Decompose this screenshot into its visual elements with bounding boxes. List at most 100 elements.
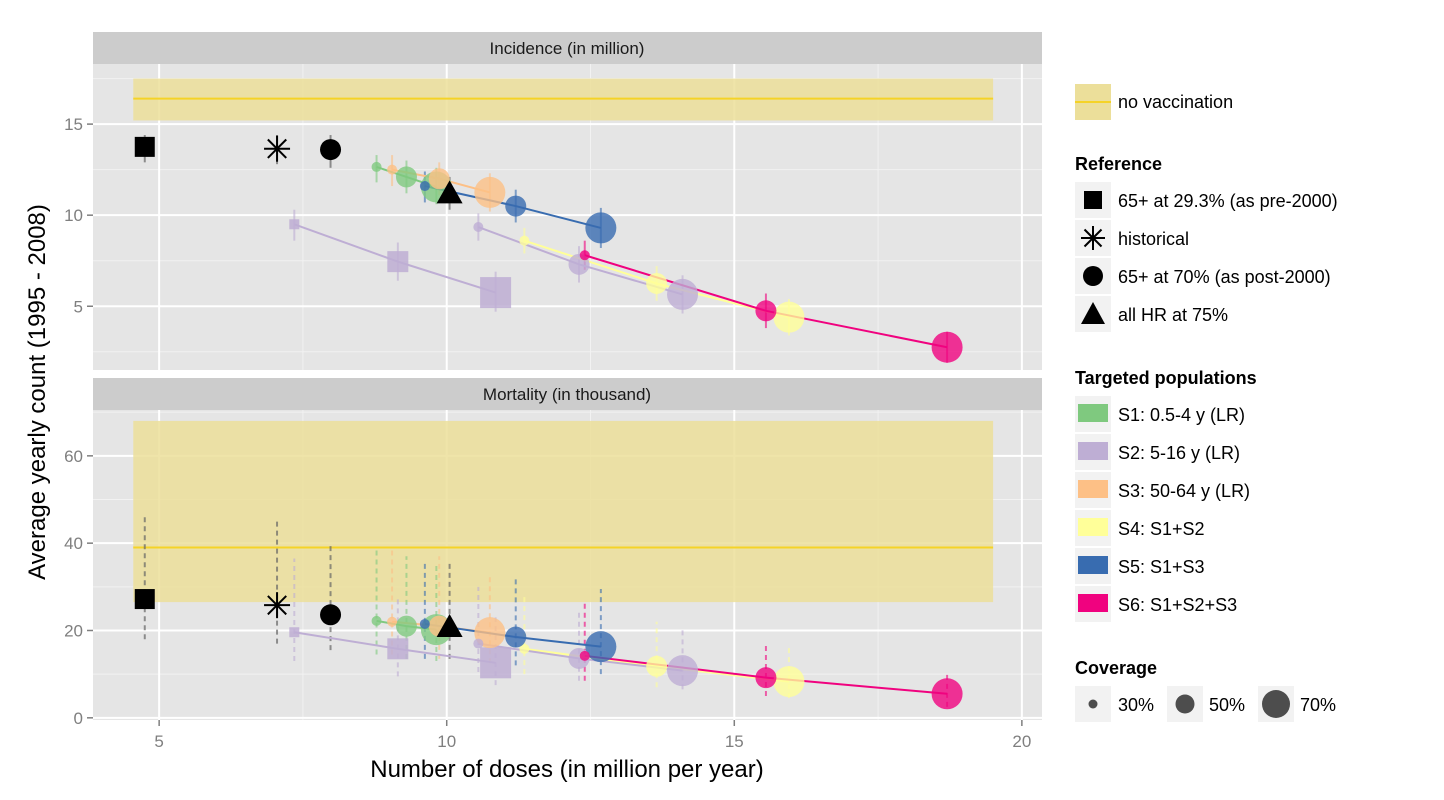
panel-mortality: Mortality (in thousand) 0 20 40 60 xyxy=(64,378,1042,728)
point-s6 xyxy=(579,250,590,261)
x-tick-label: 15 xyxy=(725,732,744,751)
point-s2 xyxy=(387,638,409,660)
point-s2b xyxy=(667,655,699,687)
points-mortality xyxy=(289,614,963,710)
point-s2 xyxy=(289,219,300,230)
point-s2b xyxy=(667,278,699,310)
legend-targeted-s2: S2: 5-16 y (LR) xyxy=(1118,443,1240,463)
legend-swatch-s1 xyxy=(1078,404,1108,422)
triangle-marker-icon xyxy=(1081,302,1105,324)
y-tick-label: 15 xyxy=(64,115,83,134)
coverage-50-dot-icon xyxy=(1175,694,1195,714)
points-incidence xyxy=(289,161,963,363)
legend-no-vaccination-label: no vaccination xyxy=(1118,92,1233,112)
point-s5 xyxy=(585,212,617,244)
reference-historical-marker xyxy=(264,592,291,619)
coverage-30-dot-icon xyxy=(1088,699,1098,709)
point-s6 xyxy=(755,300,777,322)
reference-all-hr-marker xyxy=(436,614,463,637)
reference-post2000-marker xyxy=(320,604,342,626)
point-s3 xyxy=(428,168,450,190)
y-tick-label: 10 xyxy=(64,206,83,225)
legend-swatch-s3 xyxy=(1078,480,1108,498)
asterisk-marker-icon xyxy=(1081,226,1105,250)
no-vaccination-band-mortality xyxy=(133,420,994,603)
legend-targeted-s4: S4: S1+S2 xyxy=(1118,519,1205,539)
point-s4 xyxy=(519,643,530,654)
square-marker-icon xyxy=(1084,191,1102,209)
legend-swatch-s4 xyxy=(1078,518,1108,536)
point-s1 xyxy=(371,161,382,172)
panel-title-mortality: Mortality (in thousand) xyxy=(483,385,651,404)
panel-title-incidence: Incidence (in million) xyxy=(490,39,645,58)
legend-reference-items: 65+ at 29.3% (as pre-2000) historical 65… xyxy=(1075,182,1338,332)
legend-coverage-title: Coverage xyxy=(1075,658,1157,678)
reference-all-hr-marker xyxy=(436,180,463,204)
reference-pre2000-marker xyxy=(134,136,155,157)
reference-post2000-marker xyxy=(320,139,342,161)
x-tick-label: 10 xyxy=(437,732,456,751)
y-tick-label: 5 xyxy=(74,297,83,316)
legend-coverage-30: 30% xyxy=(1118,695,1154,715)
point-s4 xyxy=(646,655,668,677)
panel-incidence: Incidence (in million) 5 10 15 xyxy=(64,32,1042,370)
legend-coverage-items: 30% 50% 70% xyxy=(1075,686,1336,722)
legend-coverage-50: 50% xyxy=(1209,695,1245,715)
legend-reference-title: Reference xyxy=(1075,154,1162,174)
legend-swatch-s6 xyxy=(1078,594,1108,612)
x-tick-label: 20 xyxy=(1012,732,1031,751)
legend-targeted-s5: S5: S1+S3 xyxy=(1118,557,1205,577)
point-s2 xyxy=(480,647,512,679)
coverage-70-dot-icon xyxy=(1262,690,1290,718)
x-axis-title: Number of doses (in million per year) xyxy=(370,756,763,783)
point-s6 xyxy=(931,678,963,710)
point-s5 xyxy=(505,626,527,648)
strip-mortality xyxy=(93,378,1042,410)
point-s2 xyxy=(480,277,512,309)
no-vaccination-band-incidence xyxy=(133,78,994,121)
x-axis: 5 10 15 20 xyxy=(154,720,1031,751)
legend-targeted-items: S1: 0.5-4 y (LR) S2: 5-16 y (LR) S3: 50-… xyxy=(1075,396,1250,622)
reference-points-incidence xyxy=(134,135,463,204)
strip-incidence xyxy=(93,32,1042,64)
point-s4 xyxy=(773,301,805,333)
no-vaccination-band xyxy=(133,420,994,603)
legend-coverage-70: 70% xyxy=(1300,695,1336,715)
point-s3 xyxy=(387,164,398,175)
point-s2 xyxy=(387,251,409,273)
legend-targeted-title: Targeted populations xyxy=(1075,368,1257,388)
legend-targeted-s3: S3: 50-64 y (LR) xyxy=(1118,481,1250,501)
reference-pre2000-marker xyxy=(134,589,155,610)
point-s4 xyxy=(773,666,805,698)
y-tick-label: 40 xyxy=(64,534,83,553)
point-s3 xyxy=(387,616,398,627)
y-axis-incidence: 5 10 15 xyxy=(64,115,93,316)
point-s1 xyxy=(371,615,382,626)
y-tick-label: 0 xyxy=(74,709,83,728)
point-s5 xyxy=(419,618,430,629)
point-s4 xyxy=(519,235,530,246)
point-s2b xyxy=(473,222,484,233)
point-s6 xyxy=(755,667,777,689)
point-s1 xyxy=(395,615,417,637)
point-s1 xyxy=(395,166,417,188)
y-axis-title: Average yearly count (1995 - 2008) xyxy=(24,204,51,580)
legend-reference-historical: historical xyxy=(1118,229,1189,249)
reference-historical-marker xyxy=(264,135,291,162)
legend-reference-post2000: 65+ at 70% (as post-2000) xyxy=(1118,267,1331,287)
point-s6 xyxy=(579,650,590,661)
legend-reference-pre2000: 65+ at 29.3% (as pre-2000) xyxy=(1118,191,1338,211)
legend-targeted-s1: S1: 0.5-4 y (LR) xyxy=(1118,405,1245,425)
y-tick-label: 20 xyxy=(64,621,83,640)
point-s4 xyxy=(646,272,668,294)
y-axis-mortality: 0 20 40 60 xyxy=(64,447,93,728)
circle-marker-icon xyxy=(1083,266,1103,286)
reference-points-mortality xyxy=(134,589,463,637)
legend-targeted-s6: S6: S1+S2+S3 xyxy=(1118,595,1237,615)
point-s6 xyxy=(931,331,963,363)
point-s3 xyxy=(474,176,506,208)
legend-reference-all-hr: all HR at 75% xyxy=(1118,305,1228,325)
point-s2 xyxy=(289,627,300,638)
x-tick-label: 5 xyxy=(154,732,163,751)
